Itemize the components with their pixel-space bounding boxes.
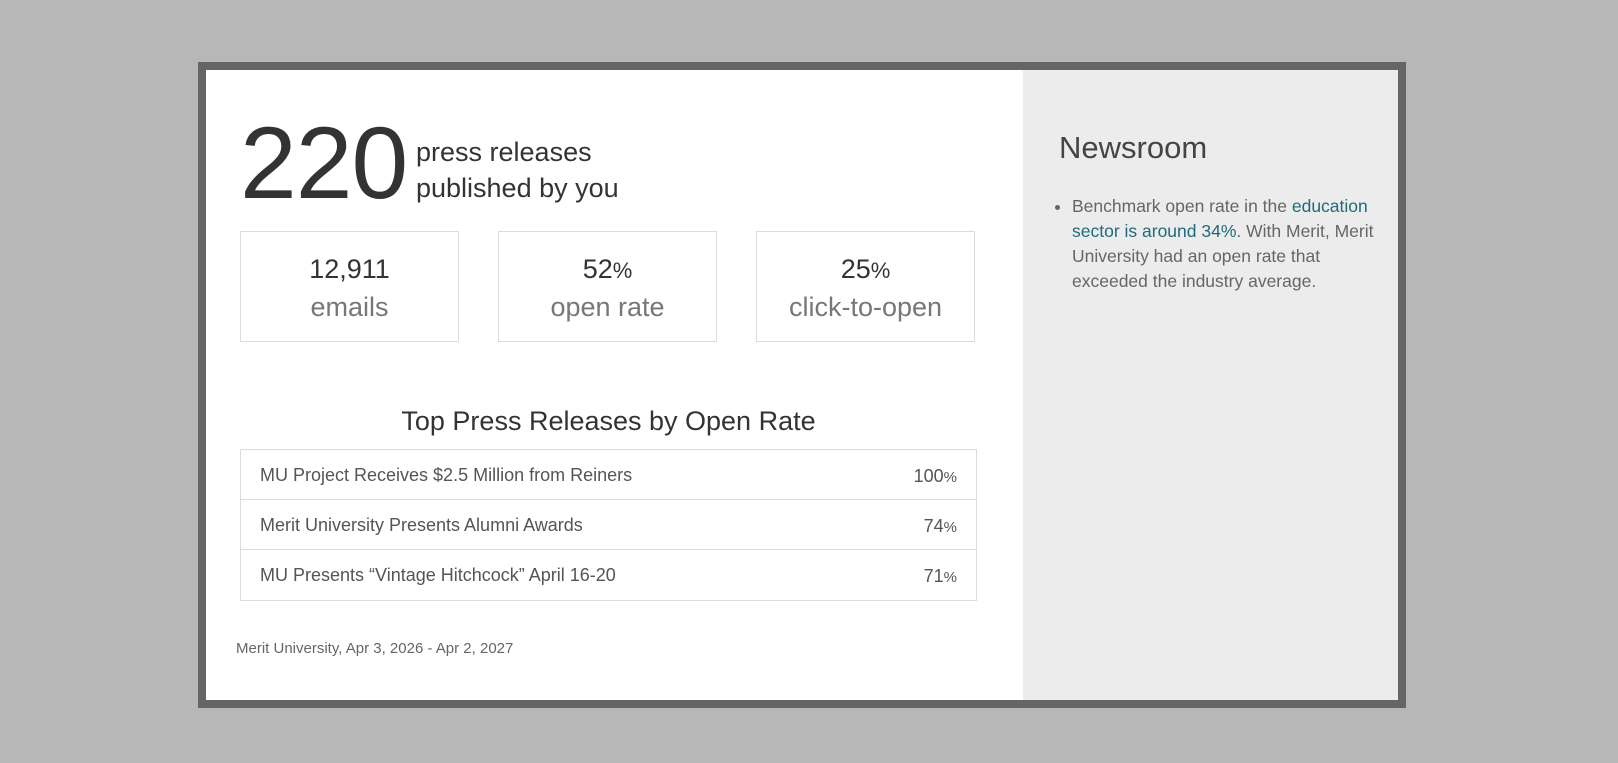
stat-value: 12,911	[241, 252, 458, 288]
stat-number: 12,911	[309, 254, 390, 284]
insight-text-continued: . With Merit, Merit University had an op…	[1072, 221, 1374, 291]
release-title[interactable]: MU Project Receives $2.5 Million from Re…	[260, 465, 633, 485]
rate-unit: %	[943, 519, 957, 536]
stat-card-click-to-open: 25% click-to-open	[756, 231, 975, 342]
release-open-rate: 100%	[914, 466, 957, 487]
stat-value: 25%	[757, 252, 974, 288]
stat-label: open rate	[550, 292, 665, 322]
rate-number: 71	[923, 566, 944, 586]
stat-label: click-to-open	[788, 292, 943, 322]
rate-unit: %	[943, 469, 957, 486]
rate-number: 100	[913, 466, 944, 486]
release-title[interactable]: MU Presents “Vintage Hitchcock” April 16…	[260, 565, 616, 585]
insight-text: Benchmark open rate in the	[1072, 196, 1292, 216]
table-row[interactable]: Merit University Presents Alumni Awards …	[241, 500, 976, 550]
stat-unit: %	[870, 258, 891, 283]
caption-line-1: press releases	[416, 137, 592, 167]
stat-label: emails	[310, 292, 389, 322]
press-release-caption: press releases published by you	[416, 134, 619, 206]
stat-card-open-rate: 52% open rate	[498, 231, 717, 342]
stat-number: 52	[582, 254, 613, 284]
table-row[interactable]: MU Presents “Vintage Hitchcock” April 16…	[241, 550, 976, 600]
caption-line-2: published by you	[416, 173, 619, 203]
rate-unit: %	[943, 569, 957, 586]
top-releases-table: MU Project Receives $2.5 Million from Re…	[240, 449, 977, 601]
release-open-rate: 74%	[924, 516, 957, 537]
stat-value: 52%	[499, 252, 716, 288]
report-card: 220 press releases published by you 12,9…	[198, 62, 1406, 708]
release-title[interactable]: Merit University Presents Alumni Awards	[260, 515, 583, 535]
stat-unit: %	[612, 258, 633, 283]
benchmark-link[interactable]: education sector is around 34%	[1072, 196, 1368, 241]
sidebar-title: Newsroom	[1059, 130, 1208, 165]
date-range-note: Merit University, Apr 3, 2026 - Apr 2, 2…	[236, 640, 514, 657]
table-row[interactable]: MU Project Receives $2.5 Million from Re…	[241, 450, 976, 500]
main-panel: 220 press releases published by you 12,9…	[206, 70, 1023, 700]
stat-card-emails: 12,911 emails	[240, 231, 459, 342]
press-release-count: 220	[240, 106, 408, 220]
newsroom-sidebar: Newsroom Benchmark open rate in the educ…	[1023, 70, 1398, 700]
list-item: Benchmark open rate in the education sec…	[1072, 194, 1392, 294]
release-open-rate: 71%	[924, 566, 957, 587]
stat-number: 25	[840, 254, 871, 284]
rate-number: 74	[923, 516, 944, 536]
insight-list: Benchmark open rate in the education sec…	[1059, 194, 1392, 294]
top-releases-title: Top Press Releases by Open Rate	[401, 406, 816, 436]
